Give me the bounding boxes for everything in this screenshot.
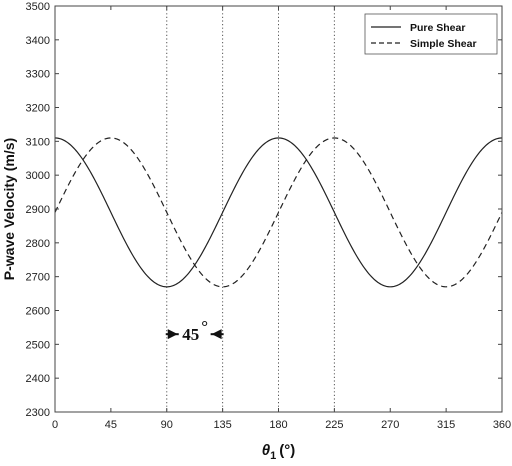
legend-entry-pure-shear: Pure Shear	[410, 22, 465, 34]
series-layer	[54, 137, 503, 288]
y-tick-label-2600: 2600	[26, 306, 50, 318]
x-tick-label-315: 315	[437, 419, 455, 431]
x-tick-label-90: 90	[161, 419, 173, 431]
annotation-degree-mark: °	[201, 317, 208, 336]
y-tick-label-3500: 3500	[26, 1, 50, 13]
plot-frame	[54, 5, 503, 413]
annotation-arrow-right-head	[211, 329, 222, 340]
y-tick-label-2400: 2400	[26, 373, 50, 385]
x-axis-label: θ1 (°)	[262, 442, 296, 462]
x-tick-label-135: 135	[213, 419, 231, 431]
ticks-layer: 0 45 90 135 180 225 270 315 360 2300 2400 2500 2600 2…	[26, 1, 512, 431]
y-tick-label-3200: 3200	[26, 103, 50, 115]
annotation-layer: 45 °	[165, 317, 224, 344]
x-axis-label-symbol: θ	[262, 442, 271, 459]
y-tick-label-3300: 3300	[26, 69, 50, 81]
series-line-pure-shear	[54, 137, 503, 288]
x-tick-label-270: 270	[381, 419, 399, 431]
y-tick-label-2500: 2500	[26, 339, 50, 351]
legend-box	[364, 13, 498, 55]
x-tick-label-180: 180	[269, 419, 287, 431]
legend-entry-simple-shear: Simple Shear	[410, 38, 477, 50]
y-axis-label: P-wave Velocity (m/s)	[1, 138, 17, 280]
y-tick-label-3400: 3400	[26, 35, 50, 47]
y-tick-label-2700: 2700	[26, 272, 50, 284]
x-tick-label-45: 45	[105, 419, 117, 431]
x-axis-label-subscript: 1	[270, 450, 276, 462]
y-tick-label-3000: 3000	[26, 170, 50, 182]
annotation-45-label: 45	[182, 325, 199, 344]
x-tick-label-0: 0	[52, 419, 58, 431]
legend: Pure Shear Simple Shear	[364, 13, 498, 55]
y-tick-label-3100: 3100	[26, 136, 50, 148]
x-tick-label-360: 360	[493, 419, 511, 431]
y-tick-label-2900: 2900	[26, 204, 50, 216]
grid-layer	[166, 6, 335, 412]
y-tick-label-2300: 2300	[26, 407, 50, 419]
series-line-simple-shear	[54, 137, 503, 288]
x-axis-label-unit: (°)	[279, 442, 295, 459]
x-tick-label-225: 225	[325, 419, 343, 431]
annotation-arrow-left-head	[167, 329, 178, 340]
y-tick-label-2800: 2800	[26, 238, 50, 250]
